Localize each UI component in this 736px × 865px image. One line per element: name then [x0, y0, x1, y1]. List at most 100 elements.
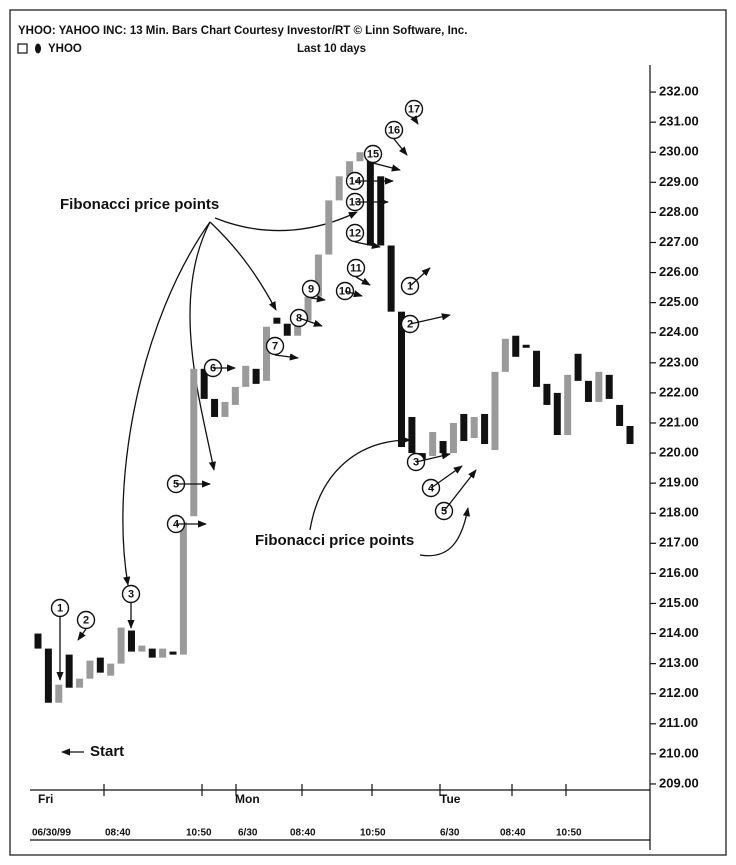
point-arrow — [430, 465, 463, 489]
point-arrow — [310, 295, 326, 303]
point-arrow — [355, 276, 371, 286]
day-label: Tue — [440, 792, 461, 806]
y-tick-label: 221.00 — [659, 414, 699, 429]
candle — [408, 416, 416, 454]
y-tick-label: 227.00 — [659, 234, 699, 249]
point-arrow — [298, 317, 323, 327]
y-tick-label: 224.00 — [659, 324, 699, 339]
time-label: 6/30 — [440, 828, 460, 839]
point-marker — [384, 120, 404, 140]
candle — [86, 660, 94, 679]
y-tick-label: 231.00 — [659, 114, 699, 129]
point-label: 2 — [83, 614, 89, 626]
legend-icon — [35, 43, 41, 54]
candle — [252, 368, 260, 384]
time-label: 08:40 — [290, 828, 316, 839]
point-label: 7 — [272, 340, 278, 352]
point-arrow — [410, 115, 419, 125]
candle — [564, 374, 572, 436]
y-tick-label: 226.00 — [659, 264, 699, 279]
annotation: Start — [90, 743, 124, 760]
y-tick-label: 212.00 — [659, 685, 699, 700]
legend-box — [17, 43, 28, 54]
x-ticks — [103, 784, 567, 796]
point-label: 15 — [367, 148, 379, 160]
y-tick-label: 214.00 — [659, 625, 699, 640]
candle — [304, 296, 312, 321]
y-tick-label: 229.00 — [659, 174, 699, 189]
candle — [377, 176, 385, 246]
time-label: 08:40 — [500, 828, 526, 839]
point-arrow — [443, 469, 477, 512]
point-label: 3 — [413, 456, 419, 468]
candle — [179, 522, 187, 655]
candle — [169, 651, 177, 655]
candle — [460, 413, 468, 442]
candle — [574, 353, 582, 381]
candle — [96, 657, 104, 673]
y-tick-label: 220.00 — [659, 444, 699, 459]
candle — [211, 398, 219, 417]
frame — [9, 9, 727, 856]
candle — [584, 380, 592, 402]
point-label: 2 — [407, 318, 413, 330]
point-marker — [363, 144, 383, 164]
point-label: 11 — [350, 262, 362, 274]
y-tick-label: 225.00 — [659, 294, 699, 309]
y-tick-label: 217.00 — [659, 535, 699, 550]
candle — [533, 350, 541, 387]
y-tick-label: 216.00 — [659, 565, 699, 580]
candle — [325, 200, 333, 255]
time-label: 6/30 — [238, 828, 258, 839]
point-marker — [121, 584, 141, 604]
candle — [283, 323, 291, 336]
candle — [242, 365, 250, 387]
candle — [553, 392, 561, 436]
candle — [470, 416, 478, 439]
y-tick-label: 228.00 — [659, 204, 699, 219]
point-arrow — [274, 353, 299, 361]
time-label: 06/30/99 — [32, 828, 71, 839]
point-label: 5 — [441, 505, 447, 517]
candle — [44, 648, 52, 703]
candle — [543, 383, 551, 405]
y-tick-label: 218.00 — [659, 505, 699, 520]
y-tick-label: 223.00 — [659, 354, 699, 369]
y-tick-label: 222.00 — [659, 384, 699, 399]
point-marker — [346, 258, 366, 278]
candle — [501, 338, 509, 372]
time-label: 08:40 — [105, 828, 131, 839]
candle — [159, 648, 167, 658]
fib-arrows — [61, 211, 471, 756]
y-tick-label: 210.00 — [659, 745, 699, 760]
point-arrow — [372, 162, 401, 172]
time-label: 10:50 — [360, 828, 386, 839]
point-label: 17 — [408, 103, 420, 115]
candle — [148, 648, 156, 658]
point-label: 3 — [128, 588, 134, 600]
candle — [356, 152, 364, 162]
candle — [595, 371, 603, 402]
subtitle: Last 10 days — [297, 43, 366, 55]
candle — [605, 374, 613, 399]
day-label: Fri — [38, 792, 53, 806]
y-tick-label: 219.00 — [659, 475, 699, 490]
annotation: Fibonacci price points — [60, 196, 219, 213]
point-marker — [301, 279, 321, 299]
candle — [387, 245, 395, 312]
y-tick-label: 211.00 — [659, 715, 698, 730]
candle — [429, 432, 437, 457]
point-label: 1 — [407, 280, 413, 292]
candle — [366, 152, 374, 246]
y-tick-label: 230.00 — [659, 144, 699, 159]
day-label: Mon — [235, 792, 260, 806]
y-tick-label: 215.00 — [659, 595, 699, 610]
time-label: 10:50 — [556, 828, 582, 839]
candle — [262, 326, 270, 381]
point-arrow — [409, 267, 431, 287]
candle — [626, 425, 634, 445]
point-marker — [345, 223, 365, 243]
y-tick-label: 209.00 — [659, 775, 699, 790]
candle — [55, 684, 63, 703]
point-marker — [76, 610, 96, 630]
